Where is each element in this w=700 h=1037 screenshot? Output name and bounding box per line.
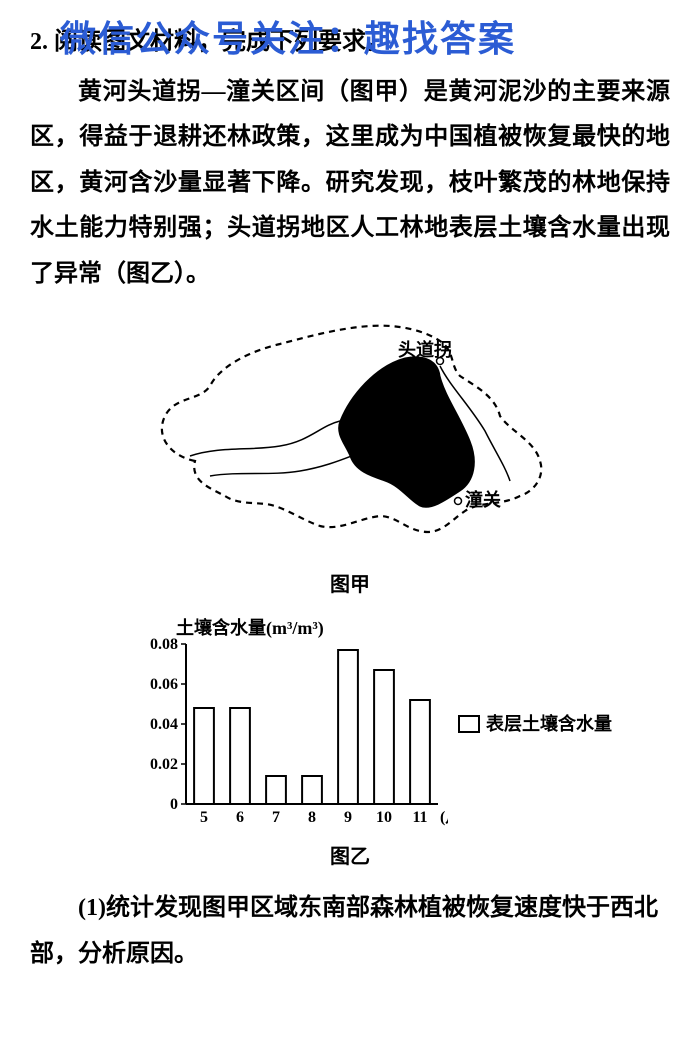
passage-text: 黄河头道拐—潼关区间（图甲）是黄河泥沙的主要来源区，得益于退耕还林政策，这里成为… — [30, 70, 670, 298]
map-svg: 头道拐 潼关 — [140, 306, 560, 546]
chart-svg: 土壤含水量(m³/m³) 0 0.02 0.04 0.06 0.08 5 6 7 8 9 10 11 (月… — [128, 614, 448, 834]
svg-text:0: 0 — [170, 796, 178, 813]
svg-text:6: 6 — [236, 809, 244, 826]
svg-text:9: 9 — [344, 809, 352, 826]
intro-text: 阅读图文材料，完成下列要求。 — [54, 29, 390, 55]
svg-text:0.02: 0.02 — [150, 756, 178, 773]
svg-text:11: 11 — [412, 809, 427, 826]
svg-text:5: 5 — [200, 809, 208, 826]
svg-text:10: 10 — [376, 809, 392, 826]
svg-text:8: 8 — [308, 809, 316, 826]
map-caption: 图甲 — [30, 566, 670, 604]
chart-legend: 表层土壤含水量 — [458, 707, 612, 741]
core-region — [339, 356, 475, 506]
legend-swatch — [458, 715, 480, 733]
chart-caption: 图乙 — [30, 838, 670, 876]
map-figure: 头道拐 潼关 — [30, 306, 670, 563]
label-toudaoguai: 头道拐 — [398, 339, 452, 360]
river-line-2 — [210, 451, 365, 476]
svg-text:0.06: 0.06 — [150, 676, 178, 693]
svg-text:0.04: 0.04 — [150, 716, 178, 733]
question-number: 2. — [30, 29, 48, 55]
label-tongguan: 潼关 — [465, 489, 501, 510]
legend-label: 表层土壤含水量 — [486, 707, 612, 741]
sub-question-1: (1)统计发现图甲区域东南部森林植被恢复速度快于西北部，分析原因。 — [30, 886, 670, 977]
river-line-1 — [190, 421, 340, 456]
svg-text:(月): (月) — [440, 808, 448, 826]
question-intro: 2. 阅读图文材料，完成下列要求。 — [30, 20, 670, 66]
svg-text:0.08: 0.08 — [150, 636, 178, 653]
svg-text:7: 7 — [272, 809, 280, 826]
chart-figure: 土壤含水量(m³/m³) 0 0.02 0.04 0.06 0.08 5 6 7 8 9 10 11 (月… — [70, 614, 670, 834]
point-tongguan — [455, 497, 462, 504]
svg-text:土壤含水量(m³/m³): 土壤含水量(m³/m³) — [176, 617, 324, 639]
